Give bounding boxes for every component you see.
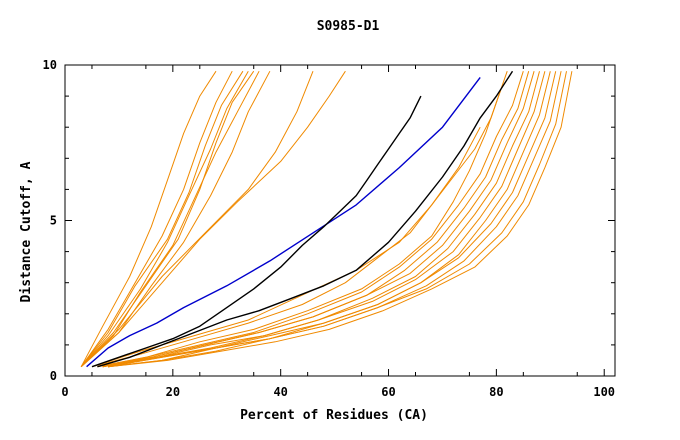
series-line-model-steep-1 xyxy=(80,70,233,367)
chart-title: S0985-D1 xyxy=(317,19,380,34)
plot-frame xyxy=(64,64,616,377)
series-line-model-late-11 xyxy=(108,71,573,368)
series-line-model-late-7 xyxy=(108,71,551,368)
y-tick-label: 10 xyxy=(43,58,57,72)
series-line-model-late-4 xyxy=(102,71,535,368)
series-line-model-late-1 xyxy=(97,71,508,368)
series-line-model-steep-4 xyxy=(80,70,260,368)
series-line-blue-model xyxy=(86,76,481,368)
series-line-model-mid-2 xyxy=(80,70,346,368)
series-line-model-late-6 xyxy=(102,71,546,368)
series-line-model-late-2 xyxy=(97,71,524,368)
y-tick-label: 5 xyxy=(50,214,57,228)
x-tick-label: 0 xyxy=(61,385,68,399)
x-tick-label: 40 xyxy=(273,385,287,399)
series-line-model-steep-3 xyxy=(80,70,249,368)
x-axis-label: Percent of Residues (CA) xyxy=(240,408,428,423)
series-line-model-late-10 xyxy=(108,71,567,368)
series-line-model-mid-1 xyxy=(80,71,314,368)
series-line-model-steep-7 xyxy=(80,70,271,368)
y-axis: 0 5 10 xyxy=(43,58,615,383)
x-tick-label: 100 xyxy=(593,385,615,399)
series-line-model-late-9 xyxy=(108,71,562,368)
x-axis: 0 20 40 60 80 100 xyxy=(61,65,615,399)
x-tick-label: 80 xyxy=(489,385,503,399)
y-tick-label: 0 xyxy=(50,369,57,383)
series-line-model-late-5 xyxy=(102,71,540,368)
y-axis-label: Distance Cutoff, A xyxy=(19,161,34,302)
x-tick-label: 20 xyxy=(166,385,180,399)
series-line-model-steep-6 xyxy=(80,70,255,368)
series-line-model-steep-5 xyxy=(80,70,217,367)
series-line-model-late-12 xyxy=(91,86,503,368)
series-line-black-model-2 xyxy=(97,70,514,368)
series-line-model-steep-2 xyxy=(80,70,244,368)
x-tick-label: 60 xyxy=(381,385,395,399)
series-line-black-model-1 xyxy=(91,95,422,368)
series-layer xyxy=(80,70,573,368)
